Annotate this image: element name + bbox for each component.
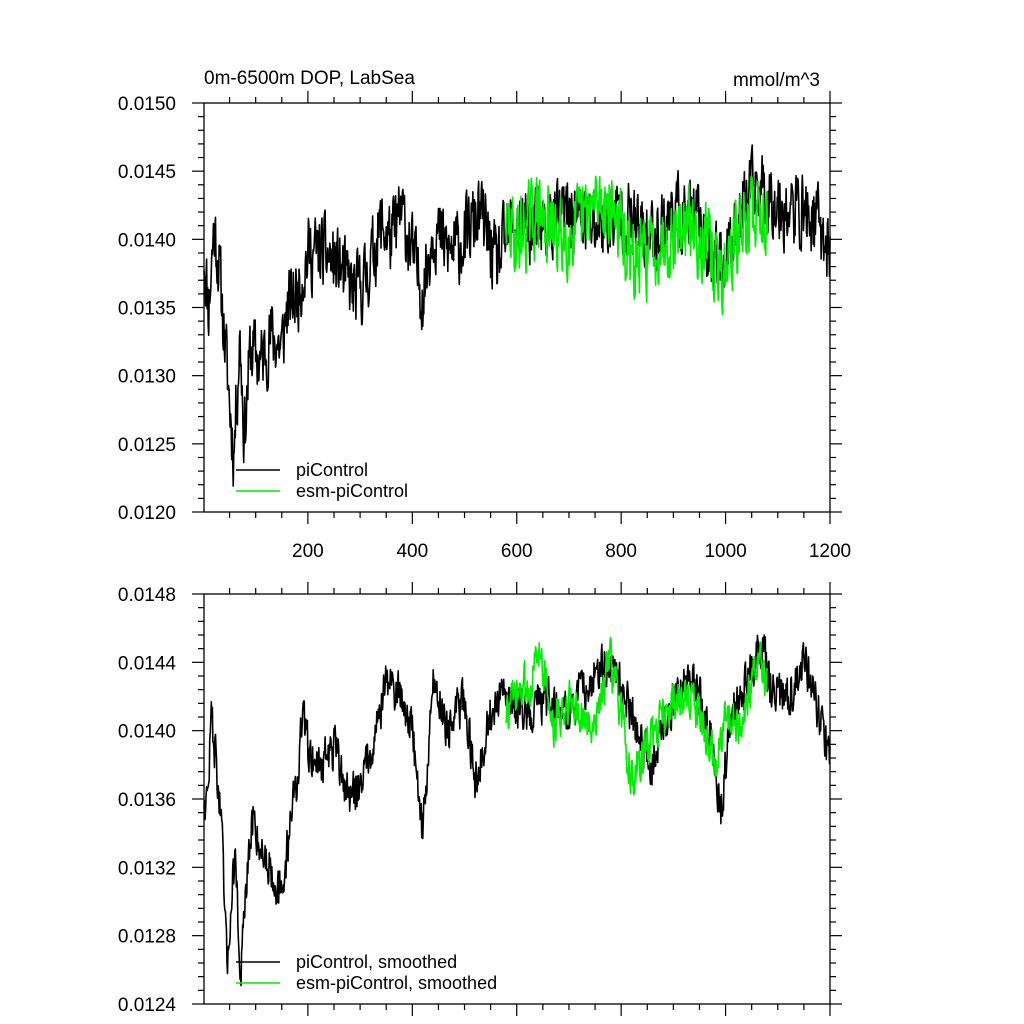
y-tick-label: 0.0124 — [118, 995, 177, 1016]
series-line-esm-picontrol-smoothed — [505, 636, 769, 796]
y-tick-label: 0.0145 — [118, 162, 176, 183]
series-line-esm-picontrol — [505, 175, 769, 316]
x-tick-label: 600 — [501, 541, 533, 562]
x-tick-label: 200 — [292, 541, 324, 562]
y-tick-label: 0.0140 — [118, 230, 176, 251]
bottom-series-group — [203, 634, 831, 987]
y-tick-label: 0.0144 — [118, 653, 177, 674]
y-tick-label: 0.0150 — [118, 94, 176, 115]
y-tick-label: 0.0130 — [118, 367, 176, 388]
x-tick-label: 1200 — [809, 541, 851, 562]
legend-label: esm-piControl, smoothed — [296, 973, 497, 993]
top-panel-units-label: mmol/m^3 — [733, 70, 820, 91]
x-tick-label: 400 — [396, 541, 428, 562]
legend-label: piControl, smoothed — [296, 952, 457, 972]
top-axes: 200 400 600 800 1000 1200 0.0120 0.0125 0.0130 0.… — [118, 91, 851, 562]
top-series-group — [203, 144, 831, 487]
bottom-axes: 0.0124 0.0128 0.0132 0.0136 0.0140 0.0144 0.01… — [118, 582, 842, 1016]
y-tick-label: 0.0128 — [118, 927, 176, 948]
y-tick-label: 0.0120 — [118, 503, 176, 524]
y-tick-label: 0.0140 — [118, 722, 176, 743]
series-line-picontrol-smoothed — [203, 634, 831, 987]
x-tick-label: 800 — [605, 541, 637, 562]
y-tick-label: 0.0125 — [118, 435, 176, 456]
y-tick-label: 0.0148 — [118, 585, 176, 606]
legend-label: esm-piControl — [296, 481, 408, 501]
legend-label: piControl — [296, 460, 368, 480]
y-tick-label: 0.0135 — [118, 299, 176, 320]
y-tick-label: 0.0136 — [118, 790, 176, 811]
top-panel-title: 0m-6500m DOP, LabSea — [204, 68, 415, 89]
y-tick-label: 0.0132 — [118, 858, 176, 879]
x-tick-label: 1000 — [704, 541, 746, 562]
top-panel: 0m-6500m DOP, LabSea mmol/m^3 200 400 600 8… — [118, 68, 851, 562]
bottom-panel: 0.0124 0.0128 0.0132 0.0136 0.0140 0.0144 0.01… — [118, 582, 842, 1016]
